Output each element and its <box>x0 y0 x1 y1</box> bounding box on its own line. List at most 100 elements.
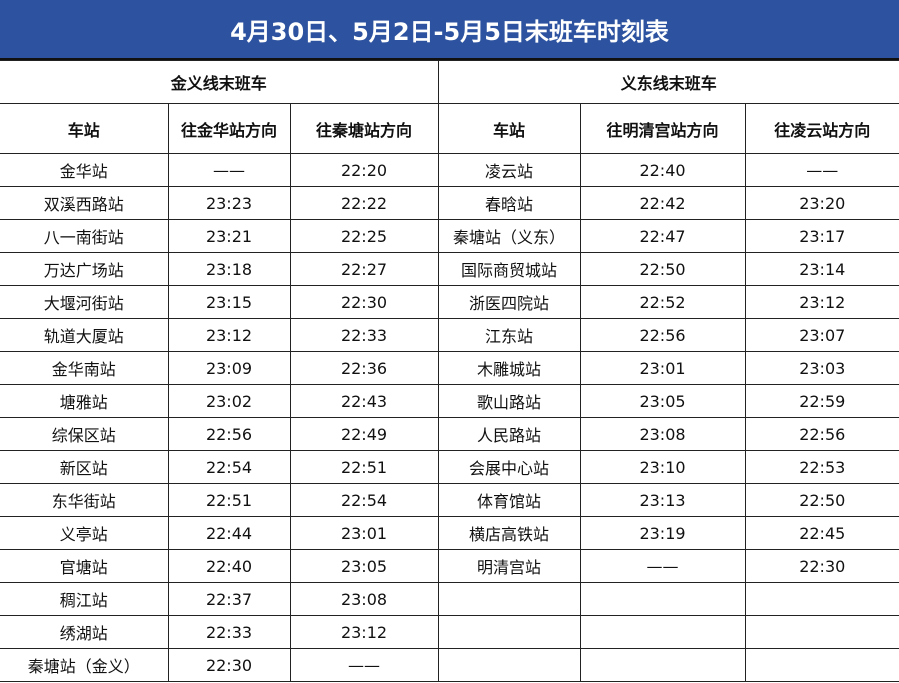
yidong-time-dir1-cell: 23:10 <box>579 450 746 484</box>
yidong-station-cell <box>437 648 581 682</box>
table-row: 金华站 —— 22:20 凌云站 22:40 —— <box>0 153 899 187</box>
yidong-station-cell: 凌云站 <box>437 153 581 187</box>
jinyi-time-dir1-cell: 22:56 <box>167 417 291 451</box>
yidong-time-dir1-cell: 22:40 <box>579 153 746 187</box>
table-row: 双溪西路站 23:23 22:22 春晗站 22:42 23:20 <box>0 186 899 220</box>
table-row: 综保区站 22:56 22:49 人民路站 23:08 22:56 <box>0 417 899 451</box>
yidong-station-cell: 国际商贸城站 <box>437 252 581 286</box>
jinyi-time-dir2-cell: 23:12 <box>289 615 439 649</box>
table-row: 秦塘站（金义） 22:30 —— <box>0 648 899 682</box>
yidong-time-dir2-cell: 22:45 <box>744 516 899 550</box>
yidong-time-dir1-cell: 23:01 <box>579 351 746 385</box>
yidong-header-station: 车站 <box>437 103 581 154</box>
jinyi-time-dir1-cell: 23:12 <box>167 318 291 352</box>
jinyi-line-title: 金义线末班车 <box>0 60 439 104</box>
table-row: 义亭站 22:44 23:01 横店高铁站 23:19 22:45 <box>0 516 899 550</box>
yidong-time-dir1-cell: 22:47 <box>579 219 746 253</box>
table-row: 新区站 22:54 22:51 会展中心站 23:10 22:53 <box>0 450 899 484</box>
yidong-time-dir2-cell: 22:53 <box>744 450 899 484</box>
jinyi-time-dir1-cell: 22:33 <box>167 615 291 649</box>
yidong-header-to-mingqinggong: 往明清宫站方向 <box>579 103 746 154</box>
jinyi-time-dir1-cell: 22:40 <box>167 549 291 583</box>
jinyi-time-dir1-cell: 23:18 <box>167 252 291 286</box>
yidong-time-dir2-cell: 23:07 <box>744 318 899 352</box>
jinyi-time-dir2-cell: 23:01 <box>289 516 439 550</box>
yidong-time-dir1-cell: 23:13 <box>579 483 746 517</box>
jinyi-time-dir2-cell: 22:27 <box>289 252 439 286</box>
jinyi-time-dir2-cell: 23:08 <box>289 582 439 616</box>
jinyi-station-cell: 双溪西路站 <box>0 186 169 220</box>
yidong-time-dir1-cell: —— <box>579 549 746 583</box>
yidong-time-dir2-cell: —— <box>744 153 899 187</box>
yidong-time-dir1-cell <box>579 615 746 649</box>
yidong-time-dir1-cell: 23:08 <box>579 417 746 451</box>
table-row: 塘雅站 23:02 22:43 歌山路站 23:05 22:59 <box>0 384 899 418</box>
jinyi-time-dir2-cell: 22:30 <box>289 285 439 319</box>
yidong-station-cell: 木雕城站 <box>437 351 581 385</box>
jinyi-station-cell: 东华街站 <box>0 483 169 517</box>
yidong-station-cell: 明清宫站 <box>437 549 581 583</box>
yidong-time-dir2-cell <box>744 582 899 616</box>
yidong-time-dir1-cell: 23:05 <box>579 384 746 418</box>
yidong-time-dir1-cell: 22:56 <box>579 318 746 352</box>
yidong-station-cell: 横店高铁站 <box>437 516 581 550</box>
yidong-time-dir2-cell: 22:50 <box>744 483 899 517</box>
yidong-time-dir2-cell <box>744 615 899 649</box>
table-row: 大堰河街站 23:15 22:30 浙医四院站 22:52 23:12 <box>0 285 899 319</box>
jinyi-time-dir2-cell: 22:43 <box>289 384 439 418</box>
table-row: 轨道大厦站 23:12 22:33 江东站 22:56 23:07 <box>0 318 899 352</box>
yidong-time-dir1-cell: 22:42 <box>579 186 746 220</box>
jinyi-time-dir1-cell: 23:23 <box>167 186 291 220</box>
jinyi-station-cell: 万达广场站 <box>0 252 169 286</box>
yidong-station-cell: 会展中心站 <box>437 450 581 484</box>
jinyi-time-dir1-cell: 22:51 <box>167 483 291 517</box>
line-header-row: 金义线末班车 义东线末班车 <box>0 60 899 104</box>
table-row: 绣湖站 22:33 23:12 <box>0 615 899 649</box>
yidong-station-cell <box>437 615 581 649</box>
yidong-time-dir1-cell: 22:52 <box>579 285 746 319</box>
jinyi-station-cell: 轨道大厦站 <box>0 318 169 352</box>
jinyi-time-dir2-cell: 22:33 <box>289 318 439 352</box>
jinyi-time-dir2-cell: 22:54 <box>289 483 439 517</box>
yidong-line-title: 义东线末班车 <box>437 60 899 104</box>
table-row: 万达广场站 23:18 22:27 国际商贸城站 22:50 23:14 <box>0 252 899 286</box>
jinyi-header-to-jinhua: 往金华站方向 <box>167 103 291 154</box>
jinyi-time-dir2-cell: 22:49 <box>289 417 439 451</box>
yidong-time-dir1-cell <box>579 648 746 682</box>
jinyi-time-dir1-cell: 23:15 <box>167 285 291 319</box>
jinyi-time-dir2-cell: 22:25 <box>289 219 439 253</box>
jinyi-station-cell: 金华站 <box>0 153 169 187</box>
jinyi-station-cell: 八一南街站 <box>0 219 169 253</box>
column-header-row: 车站 往金华站方向 往秦塘站方向 车站 往明清宫站方向 往凌云站方向 <box>0 103 899 154</box>
yidong-time-dir1-cell <box>579 582 746 616</box>
yidong-time-dir2-cell: 22:30 <box>744 549 899 583</box>
page-title: 4月30日、5月2日-5月5日末班车时刻表 <box>0 0 899 60</box>
yidong-time-dir1-cell: 22:50 <box>579 252 746 286</box>
jinyi-time-dir2-cell: 22:20 <box>289 153 439 187</box>
jinyi-station-cell: 官塘站 <box>0 549 169 583</box>
yidong-time-dir1-cell: 23:19 <box>579 516 746 550</box>
table-row: 八一南街站 23:21 22:25 秦塘站（义东） 22:47 23:17 <box>0 219 899 253</box>
jinyi-header-to-qintang: 往秦塘站方向 <box>289 103 439 154</box>
jinyi-header-station: 车站 <box>0 103 169 154</box>
yidong-station-cell: 江东站 <box>437 318 581 352</box>
yidong-time-dir2-cell: 22:56 <box>744 417 899 451</box>
jinyi-time-dir2-cell: 22:36 <box>289 351 439 385</box>
yidong-time-dir2-cell <box>744 648 899 682</box>
yidong-time-dir2-cell: 23:14 <box>744 252 899 286</box>
jinyi-station-cell: 绣湖站 <box>0 615 169 649</box>
yidong-header-to-lingyun: 往凌云站方向 <box>744 103 899 154</box>
jinyi-station-cell: 秦塘站（金义） <box>0 648 169 682</box>
timetable: 金义线末班车 义东线末班车 车站 往金华站方向 往秦塘站方向 车站 往明清宫站方… <box>0 60 899 682</box>
table-row: 官塘站 22:40 23:05 明清宫站 —— 22:30 <box>0 549 899 583</box>
jinyi-time-dir1-cell: 23:21 <box>167 219 291 253</box>
yidong-time-dir2-cell: 23:17 <box>744 219 899 253</box>
jinyi-time-dir2-cell: 22:22 <box>289 186 439 220</box>
jinyi-time-dir1-cell: 22:37 <box>167 582 291 616</box>
jinyi-time-dir1-cell: 22:44 <box>167 516 291 550</box>
jinyi-time-dir2-cell: 23:05 <box>289 549 439 583</box>
yidong-station-cell: 秦塘站（义东） <box>437 219 581 253</box>
jinyi-station-cell: 义亭站 <box>0 516 169 550</box>
yidong-time-dir2-cell: 23:20 <box>744 186 899 220</box>
jinyi-time-dir1-cell: 23:09 <box>167 351 291 385</box>
